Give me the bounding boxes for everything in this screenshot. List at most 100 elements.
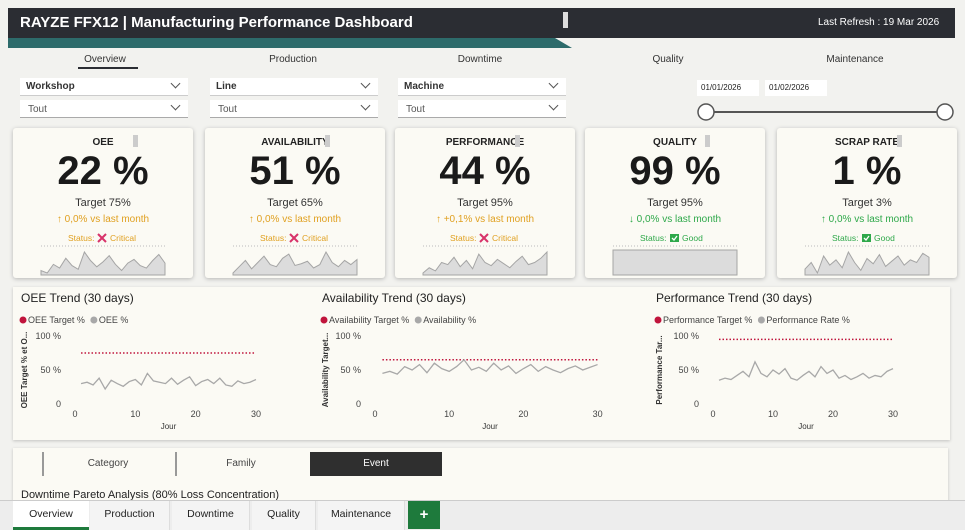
filter-box[interactable]	[210, 78, 378, 96]
x-tick-label: 30	[251, 409, 261, 419]
x-axis-label: Jour	[482, 422, 498, 431]
x-tick-label: 20	[828, 409, 838, 419]
series-line	[718, 360, 894, 381]
kpi-status-label: Status:	[68, 233, 95, 243]
x-tick-label: 20	[191, 409, 201, 419]
chart-title: Availability Trend (30 days)	[322, 291, 466, 305]
sparkline	[804, 250, 930, 276]
kpi-delta: ↑ 0,0% vs last month	[248, 214, 342, 225]
kpi-delta: ↑ 0,0% vs last month	[820, 214, 914, 225]
status-icon	[97, 233, 107, 243]
status-icon	[863, 235, 870, 241]
legend-marker	[90, 316, 98, 324]
section-tab[interactable]: Family	[175, 452, 305, 476]
y-axis-label: Availability Target...	[321, 333, 330, 408]
status-icon	[289, 233, 299, 243]
series-line	[80, 372, 257, 391]
nav-tab[interactable]: Maintenance	[826, 54, 884, 65]
kpi-title-marker	[133, 135, 138, 147]
kpi-title-marker	[705, 135, 710, 147]
sparkline	[422, 250, 548, 276]
kpi-title: PERFORMANCE	[445, 137, 525, 148]
x-tick-label: 30	[593, 409, 603, 419]
kpi-target: Target 75%	[75, 197, 131, 209]
filter-value[interactable]: Tout	[218, 104, 237, 115]
kpi-status: Good	[874, 233, 895, 243]
page-tab[interactable]: Maintenance	[318, 501, 405, 530]
x-tick-label: 30	[888, 409, 898, 419]
y-tick-label: 50 %	[678, 365, 699, 375]
filter-value[interactable]: Tout	[406, 104, 425, 115]
status-icon	[862, 234, 871, 242]
kpi-value: 1 %	[832, 149, 902, 193]
kpi-delta: ↓ 0,0% vs last month	[628, 214, 722, 225]
filter-box[interactable]	[20, 78, 188, 96]
legend-label: Performance Rate %	[766, 315, 850, 325]
kpi-status-label: Status:	[260, 233, 287, 243]
y-tick-label: 50 %	[340, 365, 361, 375]
x-tick-label: 0	[710, 409, 715, 419]
filter-dropdown[interactable]	[210, 100, 378, 118]
filter-value[interactable]: Tout	[28, 104, 47, 115]
kpi-title-marker	[325, 135, 330, 147]
filter-box[interactable]	[398, 78, 566, 96]
date-start[interactable]: 01/01/2026	[697, 80, 759, 96]
sparkline	[232, 250, 358, 276]
y-tick-label: 0	[56, 399, 61, 409]
sparkline	[40, 250, 166, 276]
filter-label[interactable]: Workshop	[26, 81, 75, 92]
kpi-delta: ↑ +0,1% vs last month	[435, 214, 535, 225]
page-tab[interactable]: Production	[90, 501, 170, 530]
date-end[interactable]: 01/02/2026	[765, 80, 827, 96]
nav-tab[interactable]: Quality	[652, 54, 684, 65]
kpi-title: AVAILABILITY	[261, 137, 329, 148]
kpi-target: Target 95%	[647, 197, 703, 209]
sparkline	[612, 249, 738, 276]
filter-label[interactable]: Machine	[404, 81, 445, 92]
section-tab[interactable]: Category	[42, 452, 172, 476]
status-icon	[671, 235, 678, 241]
status-icon	[479, 233, 489, 243]
slider-handle[interactable]	[936, 103, 954, 121]
kpi-title-marker	[515, 135, 520, 147]
kpi-status: Critical	[302, 233, 328, 243]
kpi-title: QUALITY	[653, 137, 697, 148]
x-tick-label: 0	[72, 409, 77, 419]
kpi-delta: ↑ 0,0% vs last month	[56, 214, 150, 225]
status-icon	[670, 234, 679, 242]
kpi-target: Target 65%	[267, 197, 323, 209]
nav-tab[interactable]: Downtime	[457, 54, 503, 65]
nav-tab[interactable]: Overview	[84, 54, 126, 65]
header-marker	[563, 12, 568, 28]
filter-label[interactable]: Line	[216, 81, 237, 92]
legend-label: Performance Target %	[663, 315, 752, 325]
header-bar	[8, 8, 955, 38]
period-band	[8, 38, 572, 48]
page-tab[interactable]: Overview	[13, 501, 89, 530]
section-panel	[13, 448, 948, 508]
y-tick-label: 100 %	[673, 331, 699, 341]
y-tick-label: 50 %	[40, 365, 61, 375]
nav-tab[interactable]: Production	[269, 54, 317, 65]
legend-marker	[414, 316, 422, 324]
add-tab[interactable]: +	[408, 501, 440, 529]
x-axis-label: Jour	[798, 422, 814, 431]
filter-dropdown[interactable]	[20, 100, 188, 118]
header-refresh: Last Refresh : 19 Mar 2026	[818, 17, 940, 28]
kpi-status: Critical	[492, 233, 518, 243]
legend-label: OEE Target %	[28, 315, 85, 325]
page-tab[interactable]: Quality	[252, 501, 316, 530]
kpi-card	[13, 128, 193, 278]
y-axis-label: OEE Target % et O...	[20, 332, 29, 409]
x-tick-label: 10	[130, 409, 140, 419]
kpi-value: 44 %	[439, 149, 531, 193]
slider-handle[interactable]	[697, 103, 715, 121]
filter-dropdown[interactable]	[398, 100, 566, 118]
kpi-value: 99 %	[629, 149, 721, 193]
kpi-card	[205, 128, 385, 278]
legend-marker	[654, 316, 662, 324]
x-tick-label: 10	[444, 409, 454, 419]
page-tab[interactable]: Downtime	[172, 501, 250, 530]
section-tab[interactable]: Event	[310, 452, 442, 476]
